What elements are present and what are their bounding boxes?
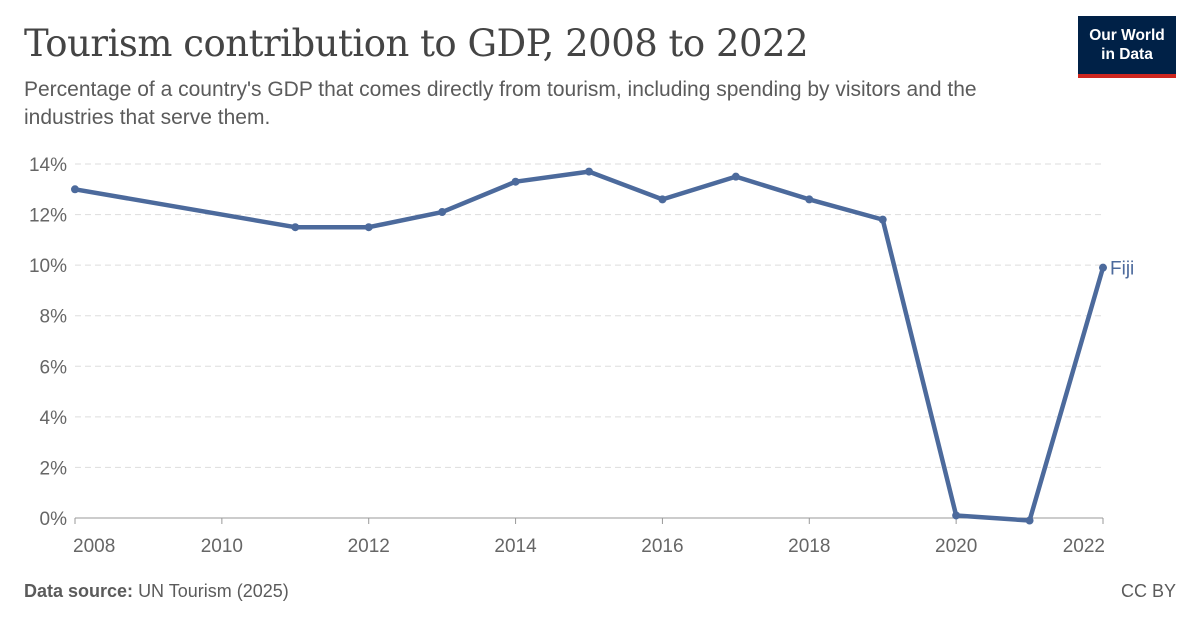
x-tick-label: 2010 <box>201 536 243 557</box>
data-point[interactable] <box>952 511 961 520</box>
y-tick-label: 8% <box>40 307 68 328</box>
y-tick-label: 14% <box>29 155 67 176</box>
data-point[interactable] <box>731 172 740 181</box>
chart-subtitle: Percentage of a country's GDP that comes… <box>24 78 977 129</box>
y-tick-label: 0% <box>40 509 68 530</box>
x-tick-label: 2014 <box>494 536 537 557</box>
y-tick-label: 2% <box>40 458 68 479</box>
x-tick-label: 2022 <box>1063 536 1105 557</box>
data-point[interactable] <box>1099 263 1107 272</box>
data-point[interactable] <box>291 223 300 232</box>
y-axis-tick-labels: 0% 2% 4% 6% 8% 10% 12% 14% <box>29 155 67 530</box>
data-point[interactable] <box>364 223 373 232</box>
series-line-fiji[interactable] <box>72 169 1106 523</box>
x-tick-label: 2016 <box>641 536 683 557</box>
data-point[interactable] <box>585 167 593 176</box>
data-point[interactable] <box>71 185 79 194</box>
x-tick-label: 2008 <box>73 536 115 557</box>
x-tick-label: 2020 <box>935 536 977 557</box>
y-tick-label: 6% <box>40 357 68 378</box>
x-tick-label: 2018 <box>788 536 830 557</box>
data-point[interactable] <box>805 195 814 204</box>
grid-lines <box>75 163 1103 468</box>
logo-line-1: Our World <box>1089 27 1165 44</box>
chart-title: Tourism contribution to GDP, 2008 to 202… <box>24 22 809 65</box>
data-point[interactable] <box>511 177 520 186</box>
x-axis-tick-labels: 2008 2010 2012 2014 2016 2018 2020 2022 <box>73 536 1105 557</box>
data-source: Data source: UN Tourism (2025) <box>24 581 289 602</box>
data-point[interactable] <box>1025 516 1034 525</box>
data-point[interactable] <box>658 195 667 204</box>
y-tick-label: 10% <box>29 256 67 277</box>
data-source-value[interactable]: UN Tourism (2025) <box>138 581 289 601</box>
data-point[interactable] <box>878 215 887 224</box>
y-tick-label: 4% <box>40 408 68 429</box>
license-link[interactable]: CC BY <box>1120 581 1176 601</box>
series-layer: Fiji <box>71 167 1134 525</box>
data-source-label: Data source: <box>24 581 134 601</box>
x-tick-label: 2012 <box>348 536 390 557</box>
logo-line-2: in Data <box>1101 46 1153 63</box>
y-tick-label: 12% <box>29 206 67 227</box>
data-point[interactable] <box>438 208 447 217</box>
owid-logo[interactable]: Our World in Data <box>1078 16 1176 78</box>
x-axis <box>74 517 1104 524</box>
series-label-fiji[interactable]: Fiji <box>1110 259 1134 280</box>
